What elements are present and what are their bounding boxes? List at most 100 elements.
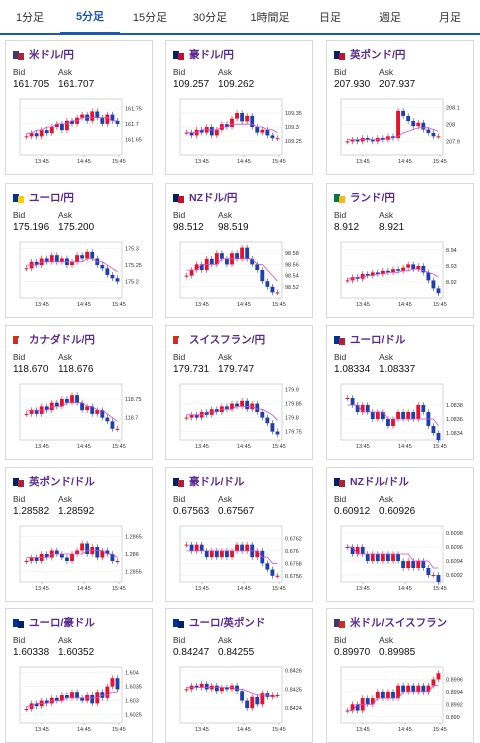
tab-1[interactable]: 5分足: [60, 0, 120, 35]
pair-name[interactable]: ユーロ/英ポンド: [189, 617, 266, 629]
pair-name[interactable]: カナダドル/円: [29, 334, 95, 346]
candle-body: [24, 709, 29, 710]
bid-value: 179.731: [173, 364, 210, 375]
pair-card[interactable]: NZドル/円 Bid Ask 98.512 98.519 98.58 98.56 98.54 9…: [165, 183, 313, 318]
tab-7[interactable]: 月足: [439, 11, 461, 24]
pair-title[interactable]: カナダドル/円: [13, 332, 95, 347]
pair-title[interactable]: NZドル/ドル: [334, 474, 409, 489]
pair-title[interactable]: 豪ドル/円: [173, 47, 234, 62]
candle-body: [406, 412, 411, 419]
pair-card[interactable]: 米ドル/スイスフラン Bid Ask 0.89970 0.89985 0.8996 0.89…: [326, 608, 474, 743]
pair-card[interactable]: ユーロ/ドル Bid Ask 1.08334 1.08337 1.0838 1.0836 1.…: [326, 325, 474, 460]
candle-body: [115, 561, 120, 562]
pair-card[interactable]: 英ポンド/ドル Bid Ask 1.28582 1.28592 1.2865 1.286 1.…: [5, 467, 153, 602]
x-tick-label: 13:45: [356, 727, 370, 733]
pair-title[interactable]: NZドル/円: [173, 190, 237, 205]
candle-body: [34, 133, 39, 137]
candle-body: [396, 685, 400, 699]
candle-body: [80, 697, 85, 701]
pair-name[interactable]: ユーロ/ドル: [350, 334, 406, 346]
candle-body: [431, 426, 436, 433]
tab-2[interactable]: 15分足: [132, 11, 168, 24]
y-tick-label: 1.604: [125, 671, 139, 677]
pair-card[interactable]: 豪ドル/円 Bid Ask 109.257 109.262 109.35 109.3 109.…: [165, 40, 313, 175]
y-tick-label: 1.2865: [125, 535, 142, 541]
candle-body: [100, 550, 105, 558]
x-tick-label: 14:45: [398, 727, 412, 733]
bid-label: Bid: [13, 210, 26, 220]
ask-value: 0.67567: [218, 506, 255, 517]
tab-0[interactable]: 1分足: [15, 11, 45, 24]
tab-5[interactable]: 日足: [319, 11, 341, 24]
pair-title[interactable]: ユーロ/豪ドル: [13, 615, 95, 630]
pair-title[interactable]: 英ポンド/円: [334, 47, 405, 62]
pair-card[interactable]: ユーロ/英ポンド Bid Ask 0.84247 0.84255 0.8425 0.8426…: [165, 608, 313, 743]
pair-name[interactable]: 米ドル/スイスフラン: [350, 617, 448, 629]
y-tick-label: 0.8994: [446, 690, 463, 696]
x-tick-label: 14:45: [77, 586, 91, 592]
pair-card[interactable]: 米ドル/円 Bid Ask 161.705 161.707 161.75 161.7 161.…: [5, 40, 153, 175]
tab-3[interactable]: 30分足: [192, 11, 228, 24]
pair-title[interactable]: ユーロ/ドル: [334, 332, 405, 347]
pair-title[interactable]: スイスフラン/円: [173, 332, 265, 347]
price-chart: 179.9 179.85 179.8 179.75 13:45 14:45 15:45: [179, 383, 302, 450]
pair-card[interactable]: カナダドル/円 Bid Ask 118.670 118.676 118.75 118.7 13…: [5, 325, 153, 460]
pair-card[interactable]: 英ポンド/円 Bid Ask 207.930 207.937 208.1 208 207.9 1…: [326, 40, 474, 175]
flag-icon: [13, 477, 24, 487]
pair-name[interactable]: 英ポンド/円: [350, 49, 406, 61]
pair-card[interactable]: ランド/円 Bid Ask 8.912 8.921 8.94 8.93 8.92 13:45 14…: [326, 183, 474, 318]
flag-icon: [334, 50, 345, 60]
tab-4[interactable]: 1時間足: [250, 11, 290, 24]
pair-title[interactable]: ユーロ/英ポンド: [173, 615, 265, 630]
pair-name[interactable]: ユーロ/豪ドル: [29, 617, 95, 629]
flag-icon: [13, 618, 24, 628]
pair-card[interactable]: スイスフラン/円 Bid Ask 179.731 179.747 179.9 179.85 1…: [165, 325, 313, 460]
pair-name[interactable]: NZドル/円: [189, 192, 238, 204]
pair-name[interactable]: 米ドル/円: [29, 49, 74, 61]
y-tick-label: 208: [446, 122, 455, 128]
pair-title[interactable]: 米ドル/円: [13, 47, 74, 62]
pair-title[interactable]: ランド/円: [334, 190, 395, 205]
pair-name[interactable]: NZドル/ドル: [350, 476, 409, 488]
candle-body: [65, 398, 69, 403]
candle-body: [380, 691, 385, 699]
candle-body: [85, 543, 90, 554]
pair-card[interactable]: ユーロ/円 Bid Ask 175.196 175.200 175.3 175.25 175.…: [5, 183, 153, 318]
pair-title[interactable]: 豪ドル/ドル: [173, 474, 244, 489]
pair-card[interactable]: ユーロ/豪ドル Bid Ask 1.60338 1.60352 1.604 1.6035 1.…: [5, 608, 153, 743]
pair-name[interactable]: 豪ドル/ドル: [189, 476, 245, 488]
pair-card[interactable]: NZドル/ドル Bid Ask 0.60912 0.60926 0.6098 0.6096 0…: [326, 467, 474, 602]
candle-body: [345, 141, 350, 143]
y-tick-label: 0.6092: [446, 573, 463, 579]
pair-title[interactable]: 米ドル/スイスフラン: [334, 615, 447, 630]
candle-body: [204, 550, 209, 558]
pair-card[interactable]: 豪ドル/ドル Bid Ask 0.67563 0.67567 0.6762 0.676 0.6…: [165, 467, 313, 602]
pair-name[interactable]: スイスフラン/円: [189, 334, 266, 346]
tab-6[interactable]: 週足: [379, 11, 401, 24]
pair-title[interactable]: 英ポンド/ドル: [13, 474, 95, 489]
candle-body: [194, 544, 199, 551]
x-tick-label: 13:45: [195, 444, 209, 450]
x-tick-label: 15:45: [433, 586, 447, 592]
moving-average-line: [347, 685, 439, 711]
candle-body: [245, 247, 250, 259]
pair-name[interactable]: 豪ドル/円: [189, 49, 234, 61]
y-tick-label: 161.7: [125, 122, 139, 128]
y-tick-label: 98.52: [285, 285, 299, 291]
x-tick-label: 14:45: [237, 159, 251, 165]
ask-value: 118.676: [58, 364, 94, 375]
y-tick-label: 0.6756: [285, 574, 302, 580]
bid-value: 8.912: [334, 222, 360, 233]
candle-body: [29, 133, 34, 137]
pair-name[interactable]: 英ポンド/ドル: [29, 476, 95, 488]
pair-name[interactable]: ランド/円: [350, 192, 395, 204]
candle-body: [411, 685, 416, 692]
y-tick-label: 118.75: [125, 397, 141, 403]
candle-body: [250, 696, 255, 709]
candle-body: [365, 405, 370, 412]
pair-title[interactable]: ユーロ/円: [13, 190, 74, 205]
candle-body: [214, 409, 219, 412]
pair-name[interactable]: ユーロ/円: [29, 192, 74, 204]
candle-body: [44, 258, 49, 262]
candle-body: [370, 698, 375, 705]
